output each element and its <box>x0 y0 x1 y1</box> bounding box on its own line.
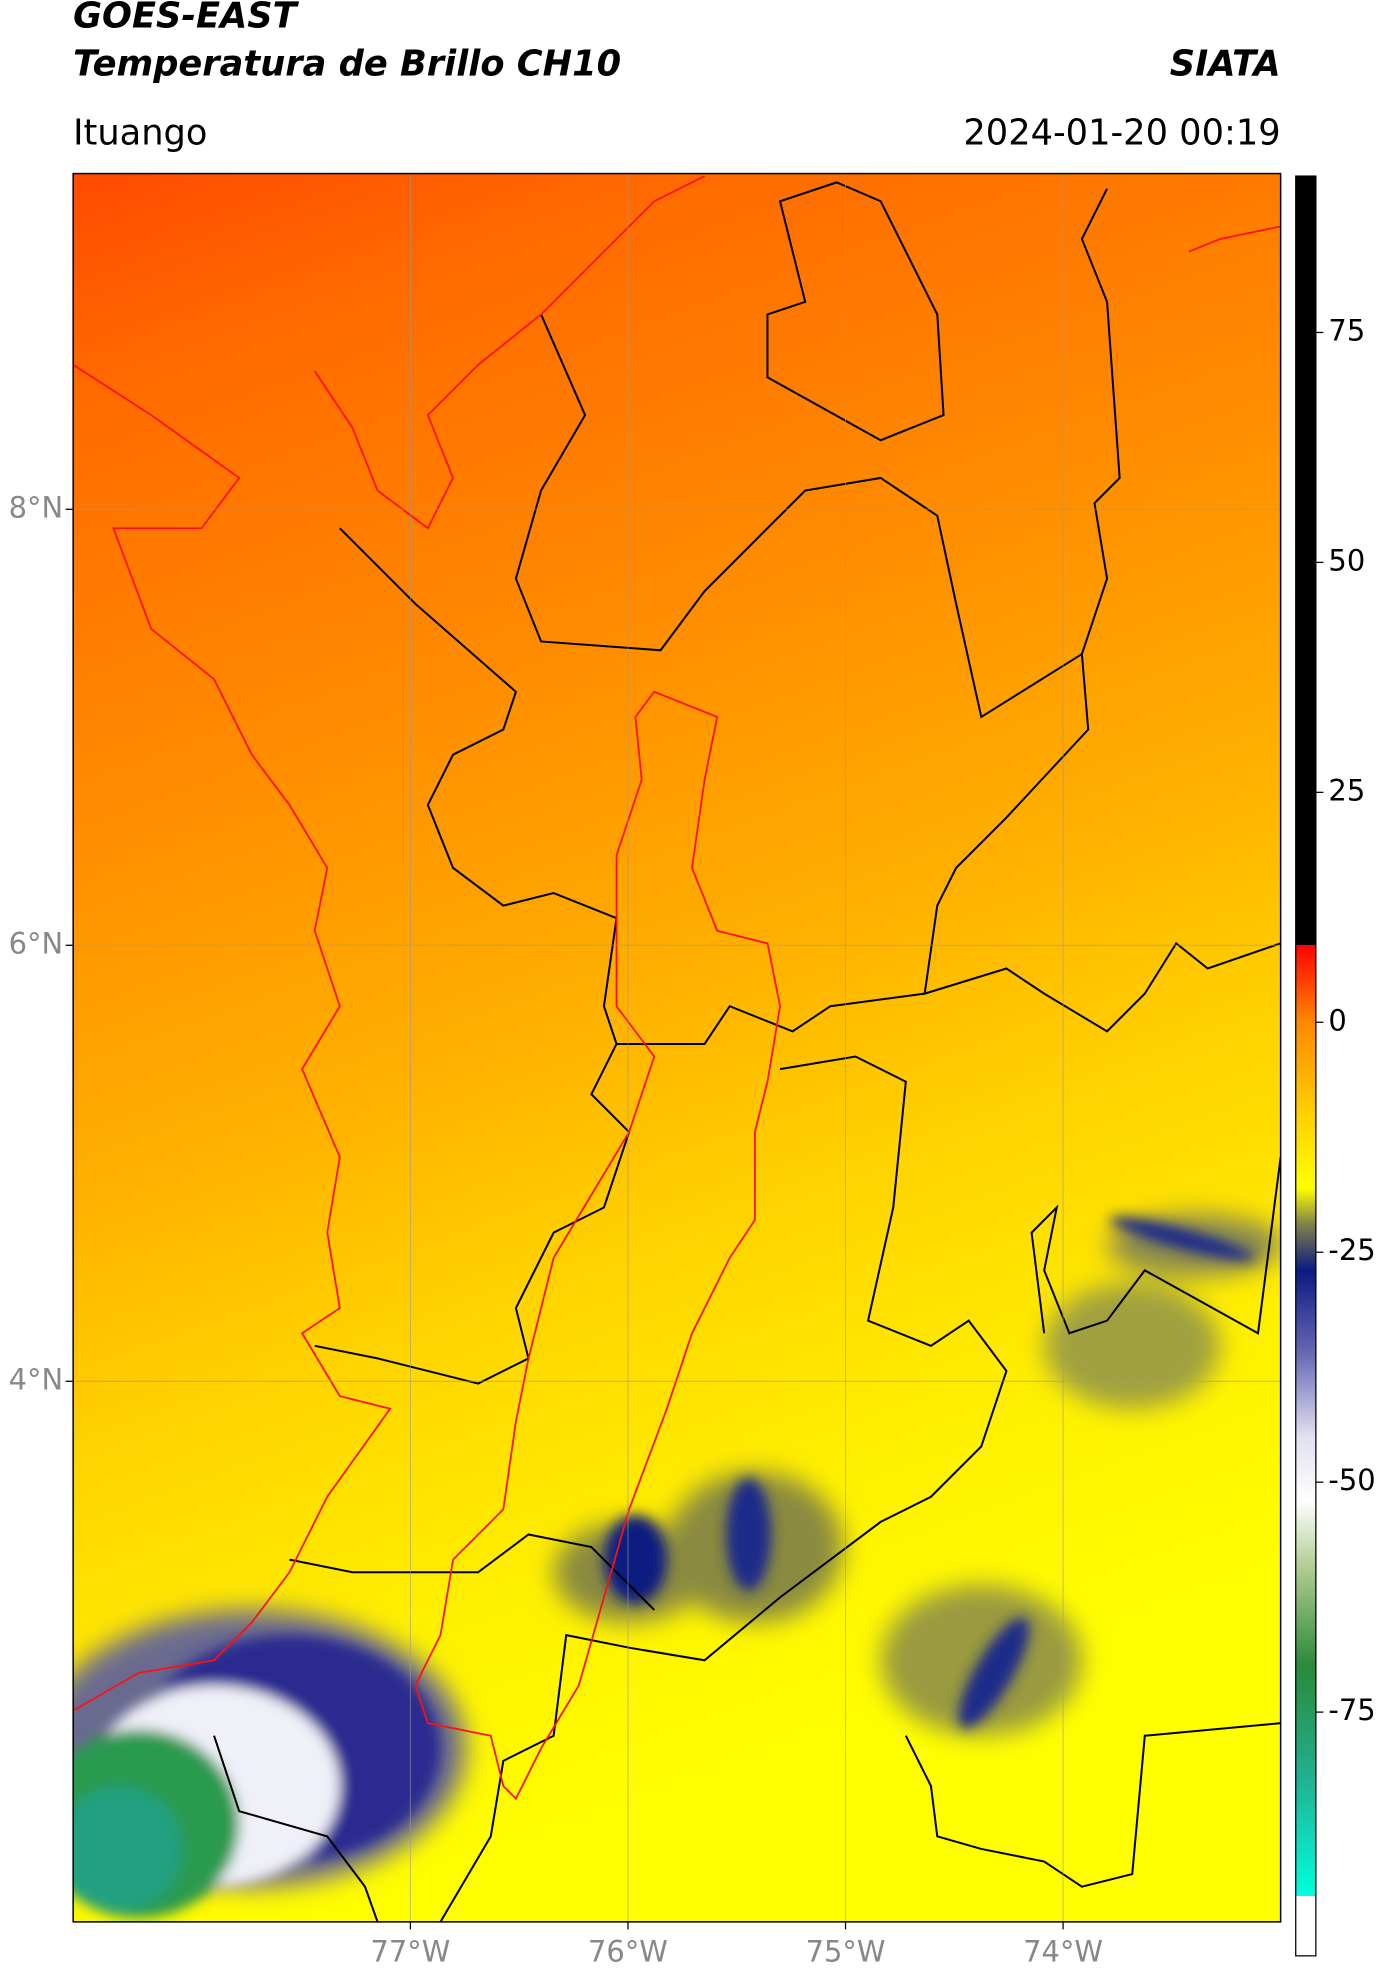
admin-borders <box>213 181 1281 1922</box>
coastline <box>73 175 1281 1801</box>
y-tick-label: 8°N <box>9 490 63 524</box>
colorbar-label: -50 <box>1328 1463 1375 1497</box>
x-tick-label: 75°W <box>806 1934 886 1968</box>
colorbar-label: 0 <box>1328 1003 1346 1037</box>
datetime: 2024-01-20 00:19 <box>963 113 1280 154</box>
colorbar-label: 25 <box>1328 773 1365 807</box>
map-area <box>73 173 1281 1922</box>
y-tick-label: 4°N <box>9 1362 63 1396</box>
colorbar-label: 50 <box>1328 543 1365 577</box>
source: SIATA <box>1170 43 1281 84</box>
title: GOES-EAST <box>73 0 299 37</box>
cold-cloud-tops <box>73 1217 1256 1919</box>
subtitle: Temperatura de Brillo CH10 <box>73 43 621 84</box>
colorbar <box>1295 175 1317 1957</box>
colorbar-label: -25 <box>1328 1233 1375 1267</box>
colorbar-label: -75 <box>1328 1693 1375 1727</box>
location: Ituango <box>73 113 207 154</box>
x-tick-label: 74°W <box>1023 1934 1103 1968</box>
grid <box>73 173 1281 1922</box>
y-tick-label: 6°N <box>9 926 63 960</box>
plot-frame <box>72 172 1282 1923</box>
x-tick-label: 77°W <box>370 1934 450 1968</box>
x-tick-label: 76°W <box>588 1934 668 1968</box>
colorbar-label: 75 <box>1328 313 1365 347</box>
